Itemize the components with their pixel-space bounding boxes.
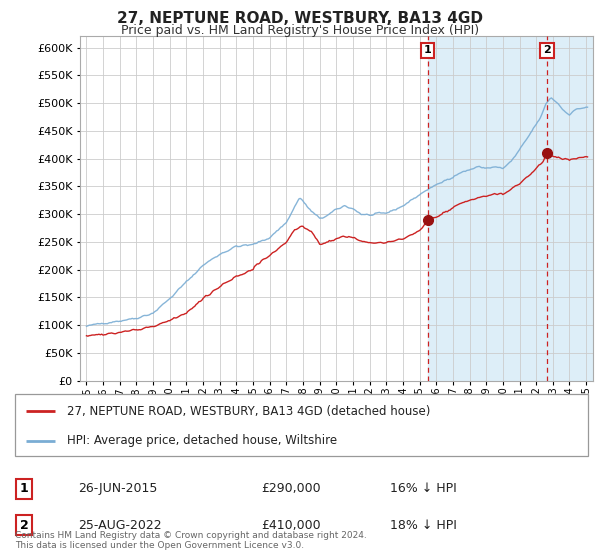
Text: 18% ↓ HPI: 18% ↓ HPI bbox=[390, 519, 457, 532]
Text: Price paid vs. HM Land Registry's House Price Index (HPI): Price paid vs. HM Land Registry's House … bbox=[121, 24, 479, 36]
Text: 2: 2 bbox=[543, 45, 551, 55]
Text: 25-AUG-2022: 25-AUG-2022 bbox=[78, 519, 161, 532]
Text: £290,000: £290,000 bbox=[261, 482, 320, 496]
Text: 26-JUN-2015: 26-JUN-2015 bbox=[78, 482, 157, 496]
Text: 2: 2 bbox=[20, 519, 28, 532]
Text: 16% ↓ HPI: 16% ↓ HPI bbox=[390, 482, 457, 496]
Bar bbox=[428, 36, 600, 381]
Text: 27, NEPTUNE ROAD, WESTBURY, BA13 4GD (detached house): 27, NEPTUNE ROAD, WESTBURY, BA13 4GD (de… bbox=[67, 405, 430, 418]
Text: 1: 1 bbox=[424, 45, 431, 55]
FancyBboxPatch shape bbox=[15, 394, 588, 456]
Text: HPI: Average price, detached house, Wiltshire: HPI: Average price, detached house, Wilt… bbox=[67, 434, 337, 447]
Text: 1: 1 bbox=[20, 482, 28, 496]
Text: 27, NEPTUNE ROAD, WESTBURY, BA13 4GD: 27, NEPTUNE ROAD, WESTBURY, BA13 4GD bbox=[117, 11, 483, 26]
Text: £410,000: £410,000 bbox=[261, 519, 320, 532]
Text: Contains HM Land Registry data © Crown copyright and database right 2024.
This d: Contains HM Land Registry data © Crown c… bbox=[15, 530, 367, 550]
